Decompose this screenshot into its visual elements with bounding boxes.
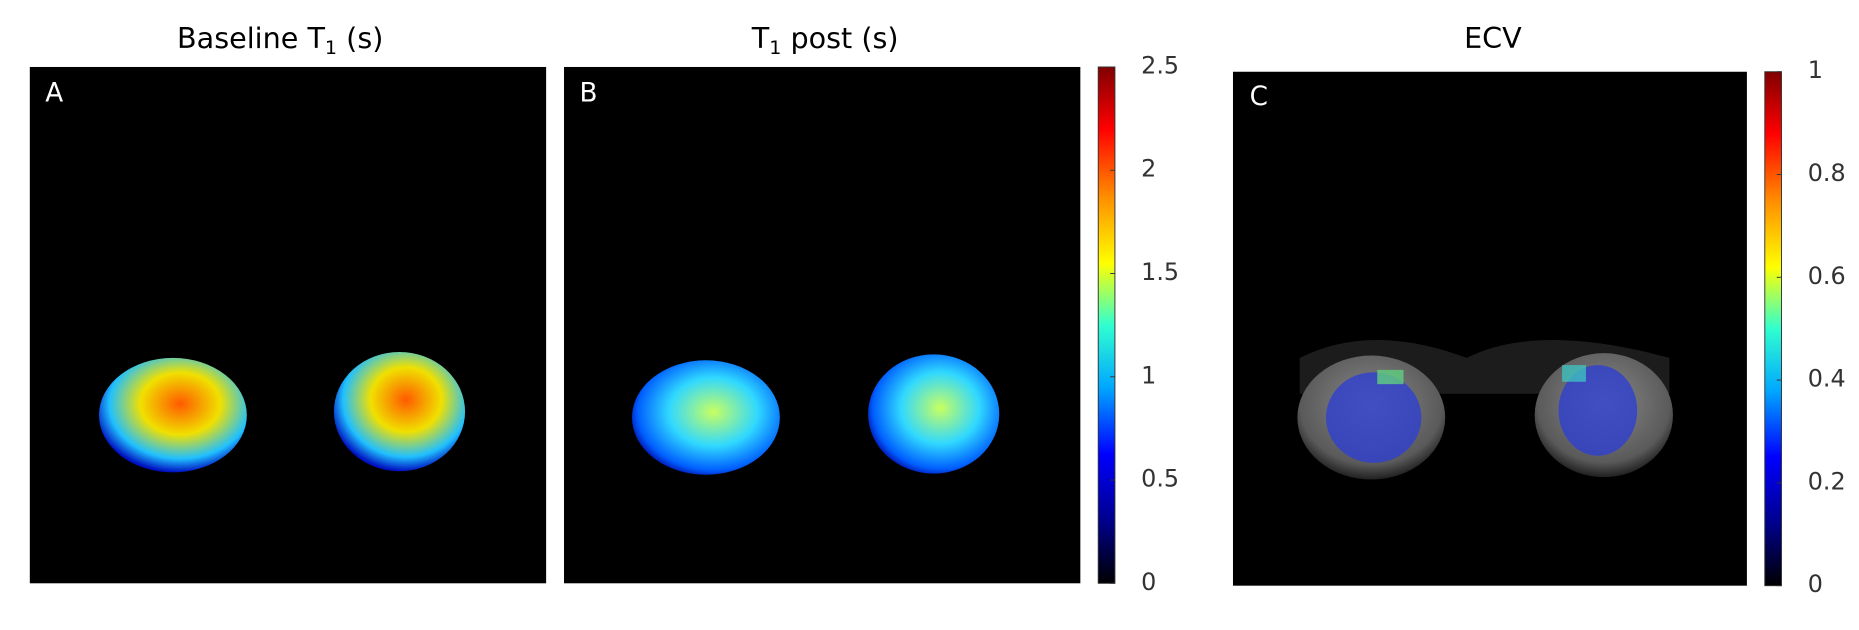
colorbar [1097,66,1116,584]
panel-title: ECV [1464,21,1522,55]
title-text: ECV [1464,21,1522,55]
panel-title: Baseline T1 (s) [177,21,383,59]
ecv-overlay [1562,365,1586,382]
title-text: post (s) [781,21,898,55]
panel-title: T1 post (s) [751,21,899,59]
colorbar [1764,71,1782,587]
panel-letter: A [45,79,63,109]
ecv-overlay [1377,369,1404,385]
tick-label: 0.6 [1808,262,1846,290]
title-text: T [751,21,770,55]
tissue [868,354,1000,474]
ecv-overlay [1325,372,1422,463]
title-subscript: 1 [325,37,337,59]
panel-letter: C [1250,82,1268,112]
panel-letter: B [580,79,598,109]
tick-label: 2 [1141,155,1156,183]
image-panel [1232,71,1747,586]
tissue [631,360,780,475]
tick-label: 2.5 [1141,51,1179,79]
tick-label: 0 [1141,568,1156,596]
image-panel [564,66,1081,584]
title-subscript: 1 [769,37,781,59]
tick-label: 0 [1808,570,1823,598]
tissue [98,357,247,473]
tick-label: 0.2 [1808,467,1846,495]
tick-label: 0.5 [1141,465,1179,493]
tick-label: 0.4 [1808,365,1846,393]
title-text: Baseline T [177,21,325,55]
tissue [333,351,466,472]
tick-label: 0.8 [1808,159,1846,187]
title-text: (s) [337,21,383,55]
tick-label: 1.5 [1141,258,1179,286]
tick-label: 1 [1808,56,1823,84]
ecv-overlay [1558,365,1638,456]
tick-label: 1 [1141,361,1156,389]
image-panel [29,66,547,584]
